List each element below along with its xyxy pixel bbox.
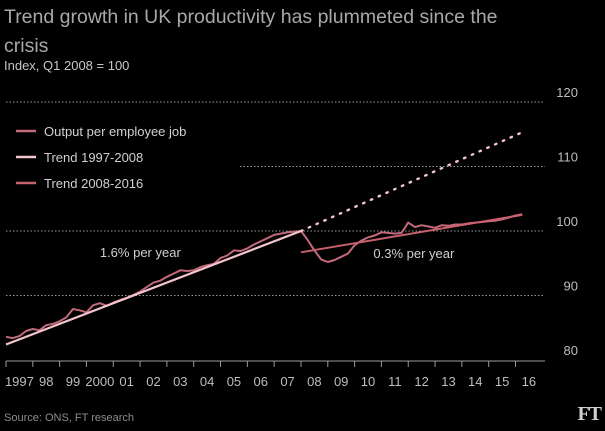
x-tick-label-12: 12 <box>414 374 428 389</box>
grid-layer <box>6 101 545 296</box>
series-line-trend-2008-2016 <box>300 213 523 254</box>
x-tick-label-01: 01 <box>119 374 133 389</box>
chart-title: Trend growth in UK productivity has plum… <box>4 6 498 57</box>
axis-layer: 80 90 100 110 120 1997 98 99 2000 01 02 03 04 05 06 07 0… <box>5 85 578 389</box>
x-tick-label-09: 09 <box>334 374 348 389</box>
x-tick-label-1997: 1997 <box>5 374 34 389</box>
annotation-1: 1.6% per year <box>100 245 182 260</box>
series-line-trend-1997-2008 <box>5 229 302 346</box>
x-tick-label-98: 98 <box>39 374 53 389</box>
annotation-layer: 1.6% per year 0.3% per year <box>100 245 455 261</box>
y-tick-label-120: 120 <box>556 85 578 100</box>
x-tick-label-02: 02 <box>146 374 160 389</box>
x-tick-label-13: 13 <box>441 374 455 389</box>
x-tick-label-06: 06 <box>254 374 268 389</box>
x-tick-label-11: 11 <box>388 374 402 389</box>
x-tick-label-03: 03 <box>173 374 187 389</box>
legend-label-3: Trend 2008-2016 <box>44 176 143 191</box>
x-tick-label-16: 16 <box>522 374 536 389</box>
series-line-output-per-employee-job <box>5 213 523 340</box>
source-note: Source: ONS, FT research <box>4 412 135 424</box>
y-tick-label-110: 110 <box>557 150 578 165</box>
y-tick-label-90: 90 <box>564 279 578 294</box>
x-tick-label-07: 07 <box>280 374 294 389</box>
x-tick-label-10: 10 <box>361 374 375 389</box>
x-tick-label-2000: 2000 <box>85 374 114 389</box>
x-tick-label-14: 14 <box>468 374 482 389</box>
legend-label-2: Trend 1997-2008 <box>44 150 143 165</box>
series-layer <box>5 131 524 346</box>
x-tick-label-99: 99 <box>66 374 80 389</box>
x-tick-label-15: 15 <box>495 374 509 389</box>
x-tick-label-04: 04 <box>200 374 214 389</box>
ft-logo: FT <box>577 403 602 425</box>
legend-label-1: Output per employee job <box>44 124 186 139</box>
legend: Output per employee job Trend 1997-2008 Tr… <box>16 124 186 191</box>
y-tick-label-100: 100 <box>556 214 578 229</box>
series-line-trend-1997-2008-extrapolated- <box>299 131 524 233</box>
y-tick-label-80: 80 <box>564 343 578 358</box>
annotation-2: 0.3% per year <box>373 246 455 261</box>
x-tick-label-08: 08 <box>307 374 321 389</box>
chart-subtitle: Index, Q1 2008 = 100 <box>4 58 130 73</box>
x-tick-label-05: 05 <box>227 374 241 389</box>
